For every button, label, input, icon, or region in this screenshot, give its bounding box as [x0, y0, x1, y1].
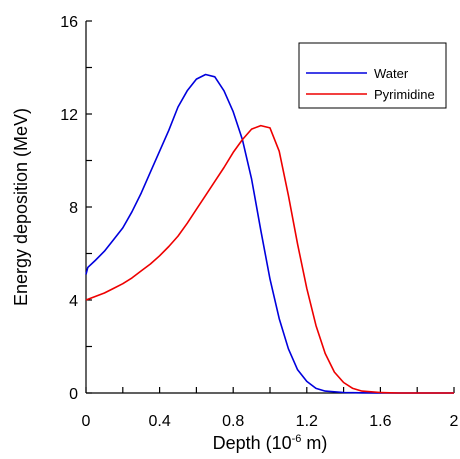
y-tick-label: 4 [69, 293, 78, 310]
legend-label-pyrimidine: Pyrimidine [374, 87, 435, 102]
y-tick-label: 16 [60, 14, 78, 31]
legend: Water Pyrimidine [298, 42, 447, 109]
series-line-water [85, 73, 454, 394]
x-tick-label: 2 [450, 413, 459, 430]
legend-box [298, 42, 447, 109]
y-ticks: 0 4 8 12 16 [60, 14, 92, 403]
x-ticks: 0 0.4 0.8 1.2 1.6 2 [82, 387, 459, 430]
x-tick-label: 0.4 [148, 413, 170, 430]
x-tick-label: 1.2 [296, 413, 318, 430]
x-axis-title: Depth (10-6 m) [213, 433, 328, 453]
y-tick-label: 0 [69, 386, 78, 403]
series-lines [85, 73, 454, 394]
x-axis-title-exponent: -6 [292, 433, 302, 445]
x-tick-label: 1.6 [369, 413, 391, 430]
series-line-pyrimidine [85, 124, 454, 394]
y-tick-label: 8 [69, 200, 78, 217]
x-tick-label: 0 [82, 413, 91, 430]
y-tick-label: 12 [60, 107, 78, 124]
y-axis-title: Energy deposition (MeV) [11, 108, 31, 306]
plot-area: 0 0.4 0.8 1.2 1.6 2 0 4 8 12 16 [60, 14, 458, 430]
legend-label-water: Water [374, 66, 409, 81]
x-tick-label: 0.8 [222, 413, 244, 430]
